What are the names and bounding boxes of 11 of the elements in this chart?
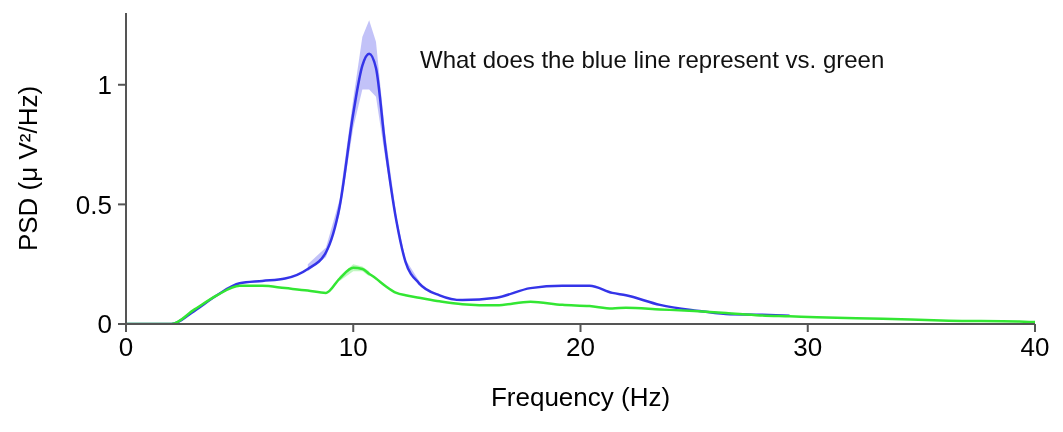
x-tick-label: 20 (566, 332, 595, 363)
x-tick-label: 30 (793, 332, 823, 363)
y-axis-title: PSD (μ V²/Hz) (13, 85, 44, 252)
annotation: What does the blue line represent vs. green (420, 46, 885, 74)
y-tick-label: 0.5 (75, 189, 112, 220)
y-tick-label: 0 (97, 309, 112, 340)
y-tick-label: 1 (97, 70, 112, 100)
x-tick-label: 10 (338, 332, 368, 363)
x-tick-label: 0 (118, 332, 134, 363)
x-tick-label: 40 (1020, 332, 1050, 363)
x-axis-title: Frequency (Hz) (490, 382, 671, 412)
